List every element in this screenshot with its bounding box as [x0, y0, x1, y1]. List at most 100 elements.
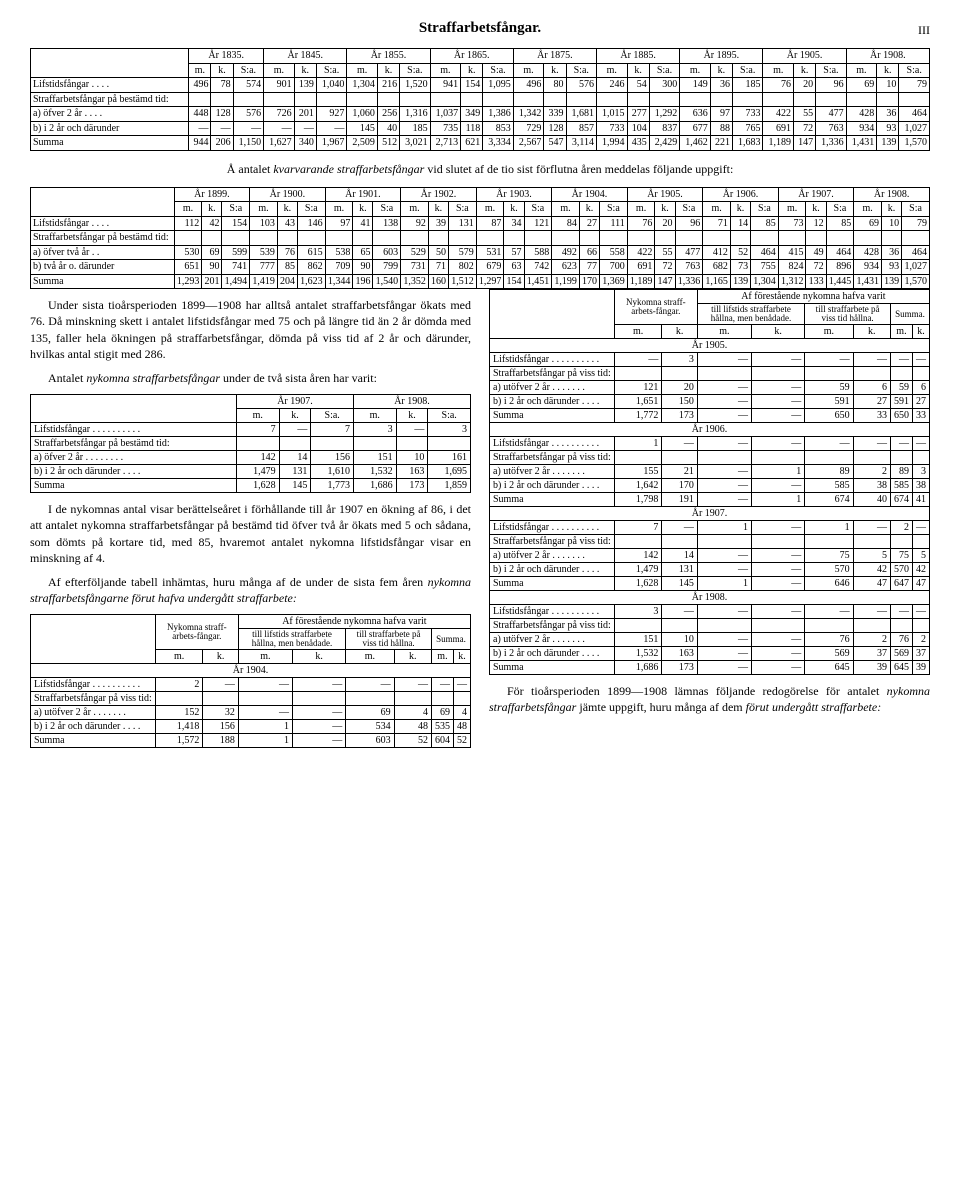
- cell: 623: [552, 260, 580, 275]
- cell: 588: [524, 245, 552, 260]
- cell: —: [697, 353, 751, 367]
- cell: 733: [732, 107, 763, 122]
- cell: 142: [614, 549, 662, 563]
- cell: 90: [202, 260, 222, 275]
- cell: 603: [346, 734, 394, 748]
- cell: 47: [912, 577, 929, 591]
- cell: 1,189: [627, 274, 655, 289]
- cell: 1,292: [649, 107, 680, 122]
- cell: 69: [346, 706, 394, 720]
- cell: 576: [566, 78, 597, 93]
- cell: [614, 619, 662, 633]
- cell: 34: [504, 216, 524, 231]
- cell: 1,686: [614, 661, 662, 675]
- cell: 1,451: [524, 274, 552, 289]
- cell: —: [697, 493, 751, 507]
- paragraph-4: Af efterföljande tabell inhämtas, huru m…: [30, 574, 471, 606]
- cell: [805, 619, 853, 633]
- cell: 42: [912, 563, 929, 577]
- cell: —: [853, 605, 890, 619]
- row-label: b) i 2 år och därunder . . . .: [490, 563, 615, 577]
- cell: [238, 692, 292, 706]
- cell: [431, 692, 453, 706]
- row-label: Lifstidsfångar . . . . . . . . . .: [31, 678, 156, 692]
- row-label: a) öfver 2 år . . . . . . . .: [31, 451, 237, 465]
- cell: —: [233, 121, 264, 136]
- cell: 558: [600, 245, 628, 260]
- cell: 837: [649, 121, 680, 136]
- cell: 20: [662, 381, 697, 395]
- cell: [353, 437, 396, 451]
- cell: [524, 231, 552, 246]
- cell: 216: [377, 78, 399, 93]
- cell: [155, 692, 203, 706]
- cell: 37: [912, 647, 929, 661]
- cell: 87: [476, 216, 504, 231]
- cell: 927: [316, 107, 347, 122]
- cell: 646: [805, 577, 853, 591]
- cell: 48: [453, 720, 470, 734]
- row-label: Summa: [31, 479, 237, 493]
- cell: [890, 619, 912, 633]
- cell: 90: [353, 260, 373, 275]
- cell: 700: [600, 260, 628, 275]
- cell: [778, 231, 806, 246]
- cell: 591: [890, 395, 912, 409]
- cell: 1,027: [899, 121, 930, 136]
- cell: —: [292, 706, 345, 720]
- cell: 1,304: [751, 274, 779, 289]
- cell: [751, 367, 804, 381]
- cell: 1,352: [401, 274, 429, 289]
- row-label: Lifstidsfångar . . . . . . . . . .: [490, 605, 615, 619]
- cell: 10: [662, 633, 697, 647]
- cell: [174, 231, 202, 246]
- cell: 6: [853, 381, 890, 395]
- cell: 76: [627, 216, 655, 231]
- cell: 55: [655, 245, 675, 260]
- cell: 80: [544, 78, 566, 93]
- cell: 133: [806, 274, 826, 289]
- cell: [461, 92, 483, 107]
- cell: 93: [877, 121, 899, 136]
- cell: 1,628: [614, 577, 662, 591]
- cell: —: [751, 395, 804, 409]
- cell: [877, 92, 899, 107]
- cell: 539: [250, 245, 278, 260]
- cell: 139: [877, 136, 899, 151]
- cell: 496: [189, 78, 211, 93]
- cell: 2,713: [430, 136, 461, 151]
- cell: 5: [853, 549, 890, 563]
- cell: 72: [655, 260, 675, 275]
- cell: 36: [881, 245, 901, 260]
- row-label: Straffarbetsfångar på viss tid:: [31, 692, 156, 706]
- cell: 448: [189, 107, 211, 122]
- table-3: År 1907.År 1908.m.k.S:a.m.k.S:a.Lifstids…: [30, 394, 471, 493]
- cell: 47: [853, 577, 890, 591]
- row-label: b) i 2 år och därunder . . . .: [490, 395, 615, 409]
- cell: —: [396, 423, 428, 437]
- cell: 2: [853, 465, 890, 479]
- cell: [805, 451, 853, 465]
- cell: —: [805, 605, 853, 619]
- cell: 934: [854, 260, 882, 275]
- cell: 2: [890, 521, 912, 535]
- cell: 1,683: [732, 136, 763, 151]
- cell: 97: [710, 107, 732, 122]
- table-4-right: Nykomna straff-arbets-fångar.Af föreståe…: [489, 289, 930, 675]
- cell: 1: [697, 577, 751, 591]
- cell: [805, 367, 853, 381]
- cell: 76: [805, 633, 853, 647]
- cell: 71: [703, 216, 731, 231]
- cell: —: [697, 647, 751, 661]
- cell: 1: [238, 734, 292, 748]
- cell: —: [697, 633, 751, 647]
- cell: [675, 231, 703, 246]
- cell: 934: [846, 121, 877, 136]
- cell: 142: [236, 451, 279, 465]
- cell: —: [292, 734, 345, 748]
- cell: [697, 535, 751, 549]
- cell: —: [697, 563, 751, 577]
- row-label: Summa: [31, 136, 189, 151]
- cell: —: [890, 437, 912, 451]
- cell: 40: [853, 493, 890, 507]
